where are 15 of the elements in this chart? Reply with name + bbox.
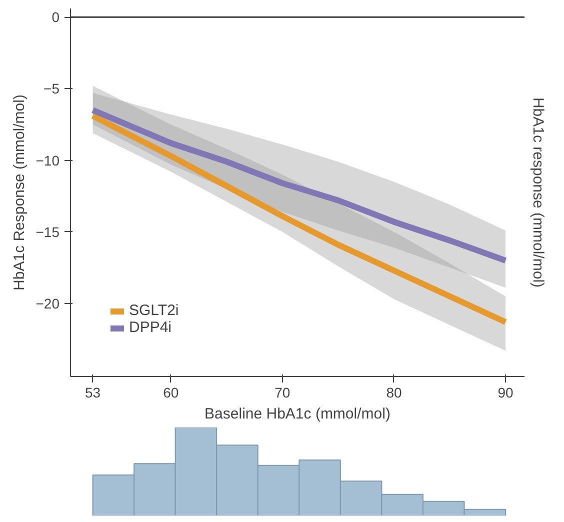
x-tick-label: 80 — [386, 384, 402, 400]
x-tick-label: 70 — [274, 384, 290, 400]
legend-label: DPP4i — [129, 319, 172, 336]
y-tick-label: 0 — [52, 9, 60, 26]
legend-label: SGLT2i — [129, 302, 179, 319]
y-tick-label: −10 — [36, 152, 60, 168]
y2-axis-title: HbA1c response (mmol/mol) — [530, 97, 546, 288]
y-tick-label: −5 — [44, 80, 60, 97]
y-tick-label: −15 — [36, 224, 60, 240]
y-axis-title: HbA1c Response (mmol/mol) — [10, 94, 28, 290]
x-tick-label: 53 — [85, 384, 101, 400]
x-axis-title: Baseline HbA1c (mmol/mol) — [204, 406, 390, 422]
y-tick-label: −20 — [36, 295, 60, 312]
x-tick-label: 90 — [498, 384, 514, 400]
x-tick-label: 60 — [163, 384, 179, 400]
